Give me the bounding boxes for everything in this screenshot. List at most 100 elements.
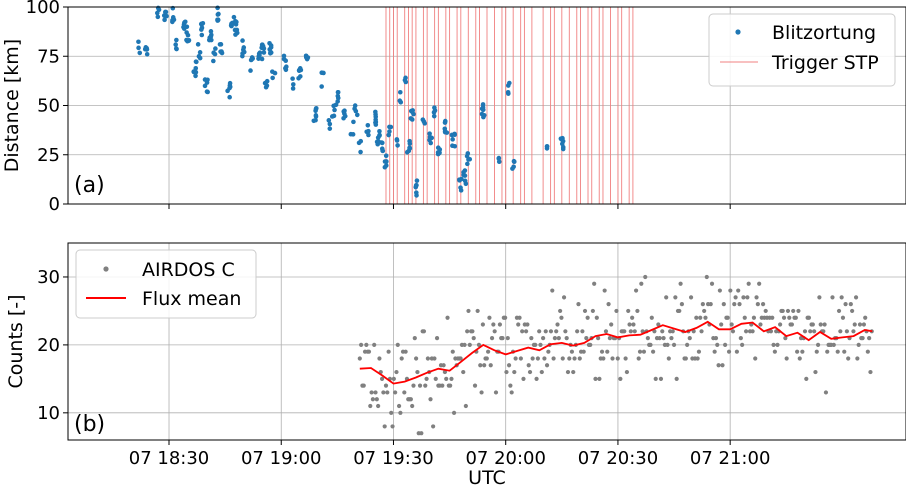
airdos-point [712, 349, 717, 354]
blitzortung-point [240, 53, 245, 59]
blitzortung-point [335, 99, 340, 104]
airdos-point [726, 349, 732, 354]
airdos-point [750, 329, 755, 334]
airdos-point [535, 356, 540, 361]
airdos-point [548, 329, 554, 334]
airdos-point [379, 376, 385, 381]
airdos-point [581, 349, 586, 354]
blitzortung-point [387, 129, 392, 134]
airdos-point [424, 376, 429, 381]
blitzortung-point [404, 149, 410, 155]
airdos-point [835, 349, 840, 354]
airdos-point [743, 329, 749, 334]
blitzortung-point [387, 124, 392, 130]
airdos-point [544, 363, 550, 368]
blitzortung-point [227, 94, 232, 100]
airdos-point [784, 356, 789, 361]
airdos-point [763, 308, 768, 314]
airdos-point [627, 322, 632, 327]
airdos-point [575, 329, 580, 334]
airdos-point [716, 363, 721, 368]
blitzortung-point [290, 82, 296, 87]
airdos-point [775, 342, 780, 347]
blitzortung-point [259, 45, 264, 51]
airdos-point [431, 424, 436, 429]
airdos-point [482, 363, 487, 368]
blitzortung-point [193, 70, 199, 75]
blitzortung-point [427, 131, 432, 136]
blitzortung-point [270, 75, 275, 81]
airdos-point [715, 342, 720, 347]
legend-trigger-label: Trigger STP [771, 52, 879, 74]
airdos-point [377, 356, 382, 361]
airdos-point [795, 349, 800, 354]
blitzortung-point [215, 5, 220, 11]
blitzortung-point [403, 75, 408, 81]
airdos-point [396, 403, 402, 409]
airdos-point [450, 349, 455, 354]
airdos-point [843, 302, 848, 307]
blitzortung-point [505, 89, 511, 95]
airdos-point [559, 315, 564, 320]
blitzortung-point [212, 51, 218, 57]
airdos-point [448, 383, 453, 388]
airdos-point [651, 349, 656, 354]
blitzortung-point [394, 138, 400, 143]
blitzortung-point [452, 132, 457, 138]
airdos-point [590, 308, 595, 314]
airdos-point [497, 322, 503, 327]
blitzortung-point [465, 151, 471, 156]
panel-b-xlabel: UTC [468, 467, 506, 487]
airdos-point [687, 336, 692, 341]
blitzortung-point [240, 47, 246, 53]
airdos-point [432, 356, 437, 361]
airdos-point [734, 349, 740, 354]
airdos-point [526, 363, 531, 368]
blitzortung-point [458, 185, 463, 190]
x-tick-label: 07 20:30 [578, 448, 659, 469]
airdos-point [520, 329, 525, 334]
blitzortung-point [366, 128, 371, 134]
airdos-point [653, 376, 658, 381]
blitzortung-point [331, 113, 337, 119]
blitzortung-point [200, 20, 206, 26]
airdos-point [863, 315, 868, 320]
airdos-point [513, 356, 518, 361]
airdos-point [867, 336, 872, 341]
blitzortung-point [431, 113, 437, 119]
airdos-point [806, 315, 812, 320]
airdos-point [618, 376, 623, 381]
blitzortung-point [263, 84, 269, 90]
y-tick-label: 50 [37, 96, 60, 117]
airdos-point [449, 376, 454, 381]
airdos-point [758, 322, 763, 327]
legend-airdos-marker [103, 266, 109, 272]
airdos-point [846, 356, 851, 361]
airdos-point [817, 295, 822, 300]
airdos-point [630, 315, 635, 320]
airdos-point [445, 315, 450, 320]
airdos-point [605, 349, 610, 354]
airdos-point [361, 383, 366, 388]
airdos-point [770, 315, 775, 320]
airdos-point [551, 356, 556, 361]
airdos-point [657, 336, 662, 341]
blitzortung-point [227, 85, 232, 91]
blitzortung-point [197, 50, 203, 55]
panel-a-legend: Blitzortung Trigger STP [708, 13, 896, 87]
airdos-point [666, 356, 671, 361]
blitzortung-point [313, 114, 319, 119]
airdos-point [661, 336, 666, 341]
airdos-point [594, 315, 599, 320]
airdos-point [757, 281, 762, 286]
panel-a-legend-box [708, 13, 896, 87]
airdos-point [415, 369, 420, 375]
blitzortung-point [560, 146, 566, 152]
airdos-point [493, 390, 499, 395]
airdos-point [665, 342, 670, 347]
blitzortung-point [268, 50, 274, 55]
blitzortung-point [408, 116, 414, 121]
airdos-point [558, 308, 563, 314]
blitzortung-point [248, 68, 253, 73]
blitzortung-point [218, 49, 223, 54]
